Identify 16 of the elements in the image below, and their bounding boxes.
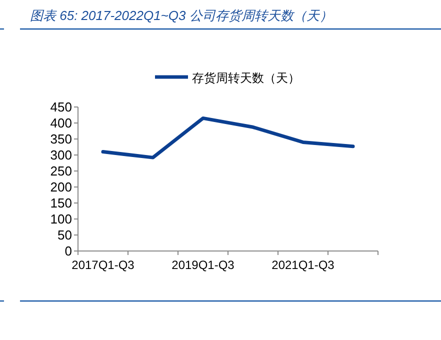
y-tick-label: 100 [50, 212, 72, 226]
y-tick-label: 0 [64, 244, 72, 258]
y-tick-label: 50 [58, 228, 72, 242]
y-tick-label: 400 [50, 116, 72, 130]
legend-label: 存货周转天数（天） [192, 71, 300, 85]
x-tick-label: 2021Q1-Q3 [272, 258, 335, 272]
x-tick-label: 2019Q1-Q3 [172, 258, 235, 272]
y-tick-label: 200 [50, 180, 72, 194]
y-tick-label: 300 [50, 148, 72, 162]
y-tick-label: 150 [50, 196, 72, 210]
y-tick-label: 450 [50, 100, 72, 114]
title: 图表 65: 2017-2022Q1~Q3 公司存货周转天数（天） [30, 8, 332, 23]
y-tick-label: 350 [50, 132, 72, 146]
y-tick-label: 250 [50, 164, 72, 178]
legend: 存货周转天数（天） [155, 71, 300, 85]
x-tick-label: 2017Q1-Q3 [72, 258, 135, 272]
